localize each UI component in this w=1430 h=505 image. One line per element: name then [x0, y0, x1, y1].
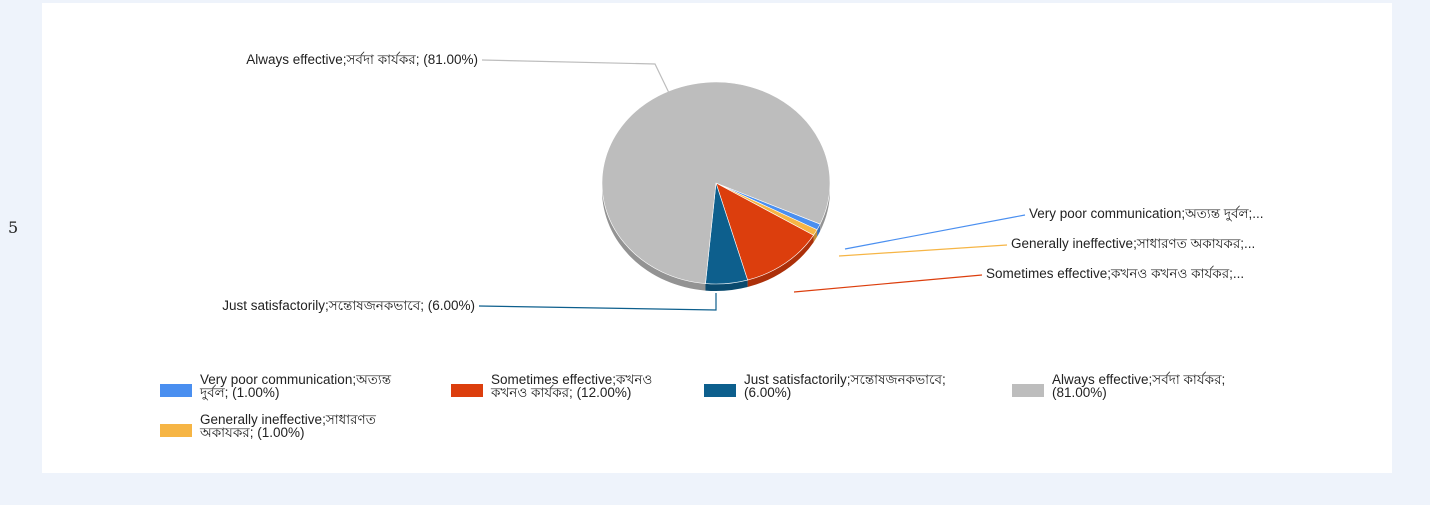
- legend-swatch-very-poor: [160, 384, 192, 397]
- callout-label-very_poor: Very poor communication;অত্যন্ত দুর্বল;.…: [1029, 205, 1264, 221]
- callout-label-generally_ineffective: Generally ineffective;সাধারণত অকাযকর;...: [1011, 236, 1255, 251]
- legend-item-just-satisfactorily: Just satisfactorily;সন্তোষজনকভাবে; (6.00…: [704, 373, 984, 399]
- callout-label-just_satisfactorily: Just satisfactorily;সন্তোষজনকভাবে; (6.00…: [222, 298, 475, 313]
- callout-line-generally_ineffective: [839, 245, 1007, 256]
- legend-item-sometimes-effective: Sometimes effective;কখনও কখনও কার্যকর; (…: [451, 373, 731, 399]
- legend-label-sometimes-effective: Sometimes effective;কখনও কখনও কার্যকর; (…: [491, 373, 731, 399]
- legend-label-generally-ineffective: Generally ineffective;সাধারণত অকাযকর; (1…: [200, 413, 440, 439]
- callout-line-sometimes_effective: [794, 275, 982, 292]
- callout-line-just_satisfactorily: [479, 293, 716, 310]
- legend-item-generally-ineffective: Generally ineffective;সাধারণত অকাযকর; (1…: [160, 413, 440, 439]
- legend-item-very-poor: Very poor communication;অত্যন্ত দুর্বল; …: [160, 373, 440, 399]
- legend-swatch-sometimes-effective: [451, 384, 483, 397]
- legend-label-very-poor: Very poor communication;অত্যন্ত দুর্বল; …: [200, 373, 440, 399]
- legend-swatch-generally-ineffective: [160, 424, 192, 437]
- row-number: 5: [8, 218, 18, 237]
- callout-label-always_effective: Always effective;সর্বদা কার্যকর; (81.00%…: [246, 51, 478, 67]
- legend-label-always-effective: Always effective;সর্বদা কার্যকর; (81.00%…: [1052, 373, 1292, 399]
- callout-line-always_effective: [482, 60, 670, 95]
- callout-label-sometimes_effective: Sometimes effective;কখনও কখনও কার্যকর;..…: [986, 265, 1244, 281]
- pie-chart-card: Very poor communication;অত্যন্ত দুর্বল;.…: [42, 3, 1392, 473]
- pie-chart: Very poor communication;অত্যন্ত দুর্বল;.…: [42, 3, 1392, 363]
- legend-item-always-effective: Always effective;সর্বদা কার্যকর; (81.00%…: [1012, 373, 1292, 399]
- legend-label-just-satisfactorily: Just satisfactorily;সন্তোষজনকভাবে; (6.00…: [744, 373, 984, 399]
- legend-swatch-always-effective: [1012, 384, 1044, 397]
- legend-swatch-just-satisfactorily: [704, 384, 736, 397]
- callout-line-very_poor: [845, 215, 1025, 249]
